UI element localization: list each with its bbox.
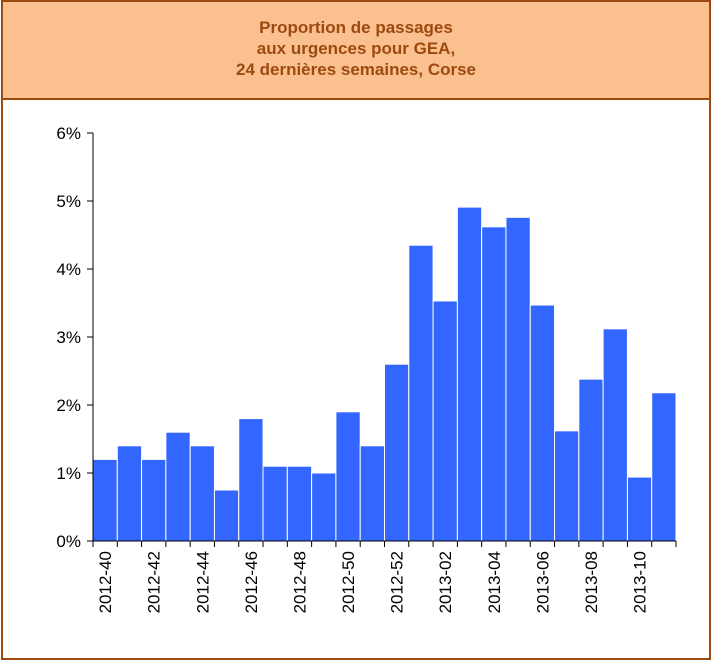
bar: [505, 216, 531, 542]
bar: [529, 304, 556, 542]
bar: [408, 244, 434, 542]
bar: [238, 418, 264, 542]
x-tick-label: 2012-50: [339, 551, 358, 613]
x-tick-label: 2012-44: [193, 551, 212, 613]
bar: [481, 226, 507, 542]
x-tick-label: 2012-40: [96, 551, 115, 613]
x-tick-label: 2012-42: [145, 551, 164, 613]
bar: [602, 328, 628, 542]
y-tick-label: 4%: [56, 260, 81, 279]
bar: [651, 392, 677, 542]
x-tick-label: 2012-46: [242, 551, 261, 613]
y-tick-label: 1%: [56, 464, 81, 483]
y-tick-label: 0%: [56, 532, 81, 551]
x-tick-label: 2013-02: [436, 551, 455, 613]
bar: [554, 430, 580, 542]
bar: [384, 363, 410, 542]
bar: [359, 445, 386, 542]
x-tick-label: 2013-04: [485, 551, 504, 613]
bar: [189, 445, 215, 542]
bar: [456, 206, 483, 542]
bar: [92, 458, 118, 542]
bar: [626, 476, 653, 542]
y-tick-label: 5%: [56, 192, 81, 211]
bar: [432, 300, 458, 542]
x-tick-label: 2013-08: [582, 551, 601, 613]
chart-title: Proportion de passages aux urgences pour…: [3, 2, 709, 100]
bar: [311, 472, 337, 542]
x-tick-label: 2012-48: [290, 551, 309, 613]
x-tick-label: 2013-10: [631, 551, 650, 613]
x-tick-label: 2013-06: [533, 551, 552, 613]
bar: [213, 489, 240, 542]
bar: [141, 458, 167, 542]
y-tick-label: 3%: [56, 328, 81, 347]
bar: [262, 465, 288, 542]
x-tick-label: 2012-52: [388, 551, 407, 613]
bar: [578, 378, 604, 542]
y-tick-label: 6%: [56, 124, 81, 143]
bar: [116, 445, 143, 542]
bar: [165, 431, 191, 542]
bar: [335, 411, 361, 542]
bar: [286, 465, 313, 542]
y-tick-label: 2%: [56, 396, 81, 415]
